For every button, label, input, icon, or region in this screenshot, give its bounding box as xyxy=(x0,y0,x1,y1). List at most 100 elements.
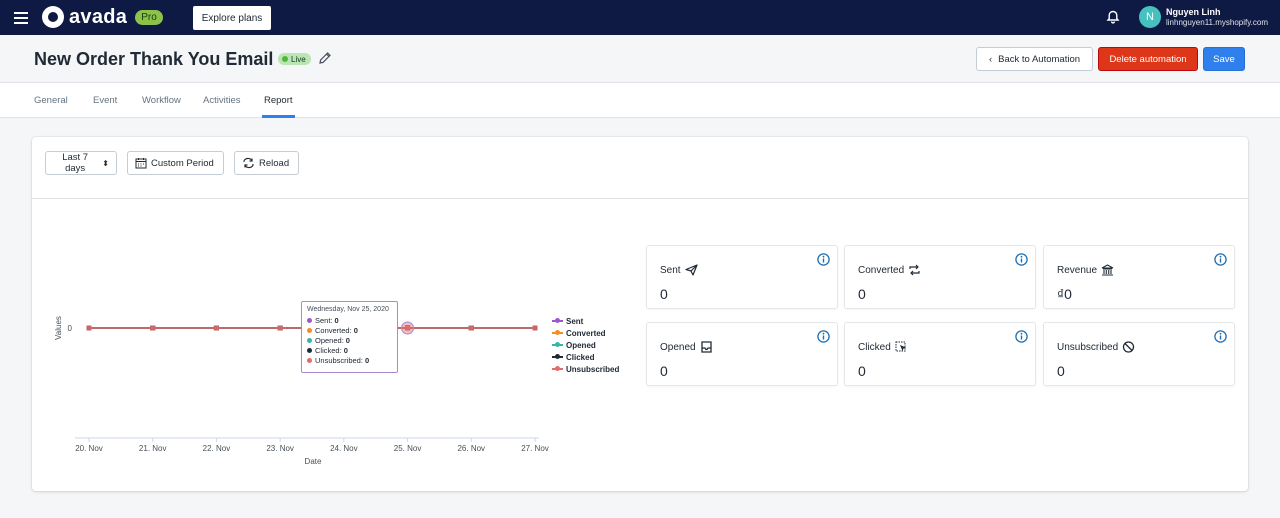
x-tick-label: 27. Nov xyxy=(521,444,549,453)
avada-logo-icon xyxy=(42,6,64,28)
tooltip-label: Sent: xyxy=(315,315,333,325)
x-tick-label: 23. Nov xyxy=(266,444,294,453)
tooltip-dot xyxy=(307,317,312,323)
info-icon[interactable] xyxy=(1015,330,1028,343)
legend-label: Unsubscribed xyxy=(566,364,620,374)
tab-report[interactable]: Report xyxy=(264,95,293,106)
tooltip-row: Sent: 0 xyxy=(307,315,392,325)
tab-general[interactable]: General xyxy=(34,95,68,106)
x-tick-label: 26. Nov xyxy=(457,444,485,453)
logo-text: avada xyxy=(69,5,128,28)
data-point xyxy=(277,325,283,331)
repeat-icon xyxy=(909,264,920,276)
page-title: New Order Thank You Email xyxy=(34,49,274,69)
tooltip-value: 0 xyxy=(345,335,350,345)
tooltip-label: Opened: xyxy=(315,335,344,345)
legend-item-unsubscribed[interactable]: Unsubscribed xyxy=(552,363,619,375)
user-shop: linhnguyen11.myshopify.com xyxy=(1166,18,1268,27)
stat-label: Clicked xyxy=(858,341,891,353)
x-tick-label: 20. Nov xyxy=(75,444,103,453)
tooltip-date: Wednesday, Nov 25, 2020 xyxy=(307,306,389,313)
stat-value: ₫0 xyxy=(1057,286,1072,302)
legend-label: Clicked xyxy=(566,352,595,362)
stat-label: Revenue xyxy=(1057,264,1098,276)
stat-title: Sent xyxy=(660,264,698,276)
info-icon[interactable] xyxy=(1214,330,1227,343)
pencil-icon[interactable] xyxy=(318,51,332,65)
reload-button[interactable]: Reload xyxy=(234,151,299,175)
menu-icon[interactable] xyxy=(14,9,28,25)
stat-label: Converted xyxy=(858,264,905,276)
period-select[interactable]: Last 7 days ⬍ xyxy=(45,151,117,175)
block-icon xyxy=(1123,341,1135,353)
top-bar: avada Pro Explore plans N Nguyen Linh li… xyxy=(0,0,1280,35)
info-icon[interactable] xyxy=(1015,253,1028,266)
chevron-left-icon: ‹ xyxy=(988,53,993,65)
period-label: Last 7 days xyxy=(62,152,89,174)
stat-card-unsubscribed: Unsubscribed 0 xyxy=(1043,322,1235,386)
tab-workflow[interactable]: Workflow xyxy=(142,95,181,106)
stat-title: Clicked xyxy=(858,341,908,353)
stat-value: 0 xyxy=(660,363,668,379)
tooltip-value: 0 xyxy=(353,325,358,335)
tooltip-row: Unsubscribed: 0 xyxy=(307,355,392,365)
send-icon xyxy=(684,264,698,276)
x-axis-title: Date xyxy=(305,457,322,466)
reload-label: Reload xyxy=(259,157,290,169)
stat-title: Converted xyxy=(858,264,921,276)
custom-period-button[interactable]: Custom Period xyxy=(127,151,224,175)
data-point xyxy=(86,325,92,331)
stat-card-clicked: Clicked 0 xyxy=(844,322,1036,386)
tab-bar: General Event Workflow Activities Report xyxy=(0,83,1280,118)
tab-event[interactable]: Event xyxy=(93,95,118,106)
stat-card-revenue: Revenue ₫0 xyxy=(1043,245,1235,309)
back-label: Back to Automation xyxy=(998,53,1081,65)
delete-automation-button[interactable]: Delete automation xyxy=(1098,47,1198,71)
legend-label: Converted xyxy=(566,328,606,338)
page-header: New Order Thank You Email Live ‹ Back to … xyxy=(0,35,1280,83)
logo[interactable]: avada Pro xyxy=(42,6,163,28)
active-tab-indicator xyxy=(262,115,295,118)
avatar[interactable]: N xyxy=(1139,6,1161,28)
stat-card-sent: Sent 0 xyxy=(646,245,838,309)
tooltip-label: Unsubscribed: xyxy=(315,355,363,365)
legend-item-converted[interactable]: Converted xyxy=(552,327,619,339)
tab-activities[interactable]: Activities xyxy=(203,95,241,106)
hover-marker-triangle xyxy=(404,325,411,331)
calendar-icon xyxy=(135,158,147,169)
explore-plans-button[interactable]: Explore plans xyxy=(193,6,271,30)
info-icon[interactable] xyxy=(817,253,830,266)
status-dot xyxy=(282,56,288,62)
tooltip-dot xyxy=(307,327,312,333)
stat-title: Opened xyxy=(660,341,713,353)
cursor-click-icon xyxy=(895,341,906,352)
legend-swatch xyxy=(552,366,563,371)
bell-icon[interactable] xyxy=(1106,10,1120,24)
legend-swatch xyxy=(552,318,563,323)
stat-label: Sent xyxy=(660,264,681,276)
status-label: Live xyxy=(291,54,306,64)
legend-item-clicked[interactable]: Clicked xyxy=(552,351,619,363)
chart-legend: Sent Converted Opened Clicked Unsubscrib… xyxy=(552,315,619,375)
report-card: Last 7 days ⬍ Custom Period Reload 20. N… xyxy=(32,137,1248,491)
info-icon[interactable] xyxy=(1214,253,1227,266)
custom-period-label: Custom Period xyxy=(151,157,214,169)
divider xyxy=(32,198,1248,199)
tooltip-row: Opened: 0 xyxy=(307,335,392,345)
tooltip-row: Converted: 0 xyxy=(307,325,392,335)
legend-item-opened[interactable]: Opened xyxy=(552,339,619,351)
save-button[interactable]: Save xyxy=(1203,47,1245,71)
stat-card-converted: Converted 0 xyxy=(844,245,1036,309)
legend-item-sent[interactable]: Sent xyxy=(552,315,619,327)
data-point xyxy=(468,325,474,331)
tooltip-value: 0 xyxy=(343,345,348,355)
info-icon[interactable] xyxy=(817,330,830,343)
stat-title: Unsubscribed xyxy=(1057,341,1135,353)
tooltip-value: 0 xyxy=(334,315,339,325)
data-point xyxy=(213,325,219,331)
stat-title: Revenue xyxy=(1057,264,1114,276)
stat-value: 0 xyxy=(858,363,866,379)
data-point xyxy=(150,325,156,331)
user-name[interactable]: Nguyen Linh xyxy=(1166,7,1221,17)
back-to-automation-button[interactable]: ‹ Back to Automation xyxy=(976,47,1093,71)
